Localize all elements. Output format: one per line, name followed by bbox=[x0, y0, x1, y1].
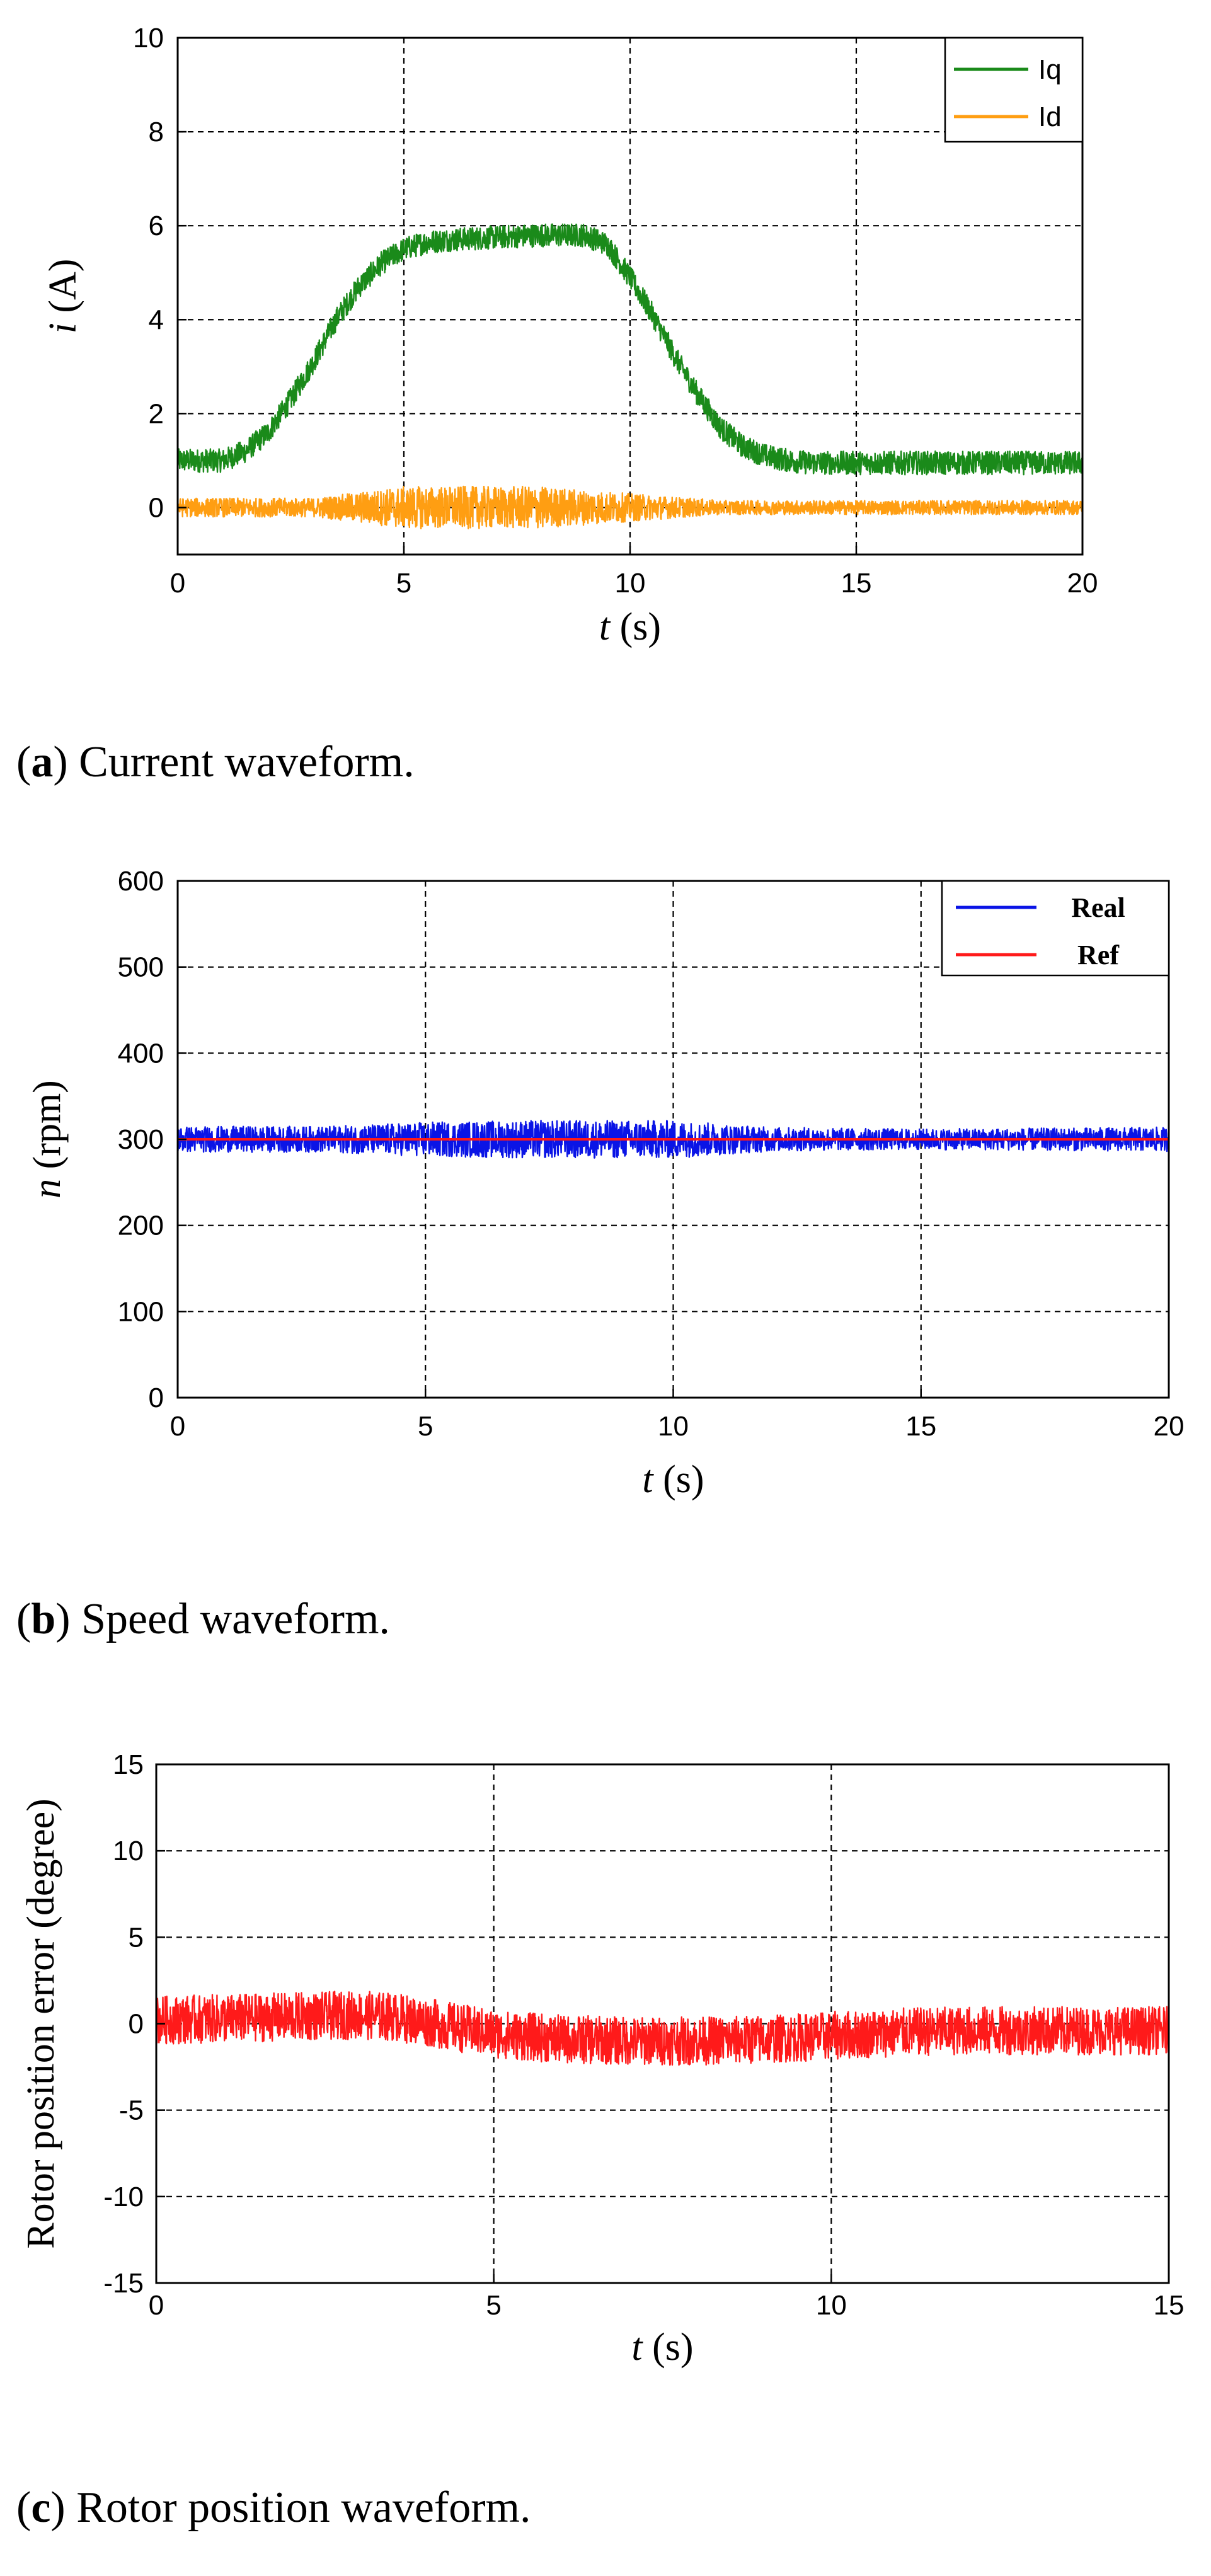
x-tick-label: 10 bbox=[658, 1411, 689, 1442]
x-tick-label: 0 bbox=[149, 2290, 164, 2321]
caption-letter: b bbox=[31, 1595, 56, 1643]
caption-letter: a bbox=[31, 738, 54, 786]
caption-text: Current waveform. bbox=[79, 738, 415, 786]
caption-text: Rotor position waveform. bbox=[76, 2483, 531, 2532]
caption-b: (b) Speed waveform. bbox=[16, 1595, 390, 1643]
y-tick-label: 500 bbox=[118, 952, 164, 983]
x-tick-label: 0 bbox=[170, 1411, 185, 1442]
x-axis-label: t (s) bbox=[631, 2326, 693, 2369]
y-tick-label: 0 bbox=[149, 1383, 164, 1413]
caption-letter: c bbox=[31, 2483, 51, 2532]
legend-label-real: Real bbox=[1071, 892, 1125, 923]
y-axis-label: Rotor position error (degree) bbox=[20, 1798, 62, 2248]
y-tick-label: 100 bbox=[118, 1296, 164, 1327]
legend: Iq Id bbox=[944, 37, 1084, 143]
y-tick-label: 10 bbox=[133, 23, 164, 54]
y-axis-var: i bbox=[42, 323, 84, 333]
series-line-iq bbox=[178, 223, 1082, 476]
y-tick-label: 8 bbox=[149, 117, 164, 147]
y-tick-label: 10 bbox=[113, 1836, 144, 1866]
x-tick-label: 10 bbox=[615, 568, 646, 599]
x-tick-label: 20 bbox=[1154, 1411, 1185, 1442]
caption-a: (a) Current waveform. bbox=[16, 738, 415, 786]
y-tick-label: 200 bbox=[118, 1210, 164, 1241]
x-tick-label: 15 bbox=[1154, 2290, 1185, 2321]
y-tick-label: 400 bbox=[118, 1038, 164, 1069]
y-tick-label: 6 bbox=[149, 210, 164, 241]
y-tick-label: -10 bbox=[103, 2182, 144, 2212]
series-group bbox=[178, 223, 1082, 530]
x-axis-var: t bbox=[631, 2326, 643, 2369]
y-axis-unit: (rpm) bbox=[26, 1080, 69, 1179]
x-tick-label: 5 bbox=[486, 2290, 501, 2321]
y-tick-label: 2 bbox=[149, 398, 164, 429]
series-line-error bbox=[156, 1991, 1169, 2066]
legend-box bbox=[941, 880, 1170, 977]
x-axis-unit: (s) bbox=[643, 2326, 694, 2369]
x-tick-label: 10 bbox=[816, 2290, 847, 2321]
x-tick-label: 5 bbox=[396, 568, 411, 599]
x-axis-var: t bbox=[642, 1458, 654, 1501]
y-tick-label: 0 bbox=[149, 492, 164, 523]
x-axis-unit: (s) bbox=[653, 1458, 704, 1501]
y-axis-unit: (A) bbox=[42, 259, 84, 323]
legend-label-iq: Iq bbox=[1038, 54, 1062, 85]
y-tick-label: -15 bbox=[103, 2268, 144, 2299]
caption-text: Speed waveform. bbox=[81, 1595, 390, 1643]
y-tick-label: 15 bbox=[113, 1749, 144, 1780]
caption-c: (c) Rotor position waveform. bbox=[16, 2483, 531, 2532]
legend-label-ref: Ref bbox=[1077, 940, 1120, 970]
y-axis-label: n (rpm) bbox=[26, 1080, 69, 1199]
y-tick-label: 300 bbox=[118, 1124, 164, 1155]
y-tick-label: 5 bbox=[129, 1922, 144, 1953]
x-tick-label: 5 bbox=[418, 1411, 433, 1442]
legend-box bbox=[944, 37, 1084, 143]
y-tick-label: 600 bbox=[118, 866, 164, 897]
x-tick-label: 0 bbox=[170, 568, 185, 599]
y-axis-label: i (A) bbox=[42, 259, 84, 334]
y-axis-var: n bbox=[26, 1179, 69, 1199]
legend: Real Ref bbox=[941, 880, 1170, 977]
x-axis-var: t bbox=[599, 606, 611, 648]
x-tick-label: 15 bbox=[905, 1411, 936, 1442]
x-axis-label: t (s) bbox=[599, 606, 661, 648]
y-tick-label: -5 bbox=[119, 2095, 144, 2126]
series-group bbox=[178, 1120, 1169, 1159]
series-group bbox=[156, 1991, 1169, 2066]
y-tick-label: 4 bbox=[149, 304, 164, 335]
legend-label-id: Id bbox=[1038, 101, 1062, 132]
y-tick-label: 0 bbox=[129, 2009, 144, 2040]
x-tick-label: 20 bbox=[1067, 568, 1098, 599]
chart-rotor-position-waveform: 0 5 10 15 -15 -10 -5 0 5 10 15 t (s) Rotor position … bbox=[20, 1749, 1185, 2369]
series-line-id bbox=[178, 485, 1082, 530]
x-tick-label: 15 bbox=[841, 568, 872, 599]
x-axis-label: t (s) bbox=[642, 1458, 704, 1501]
x-axis-unit: (s) bbox=[610, 606, 661, 648]
